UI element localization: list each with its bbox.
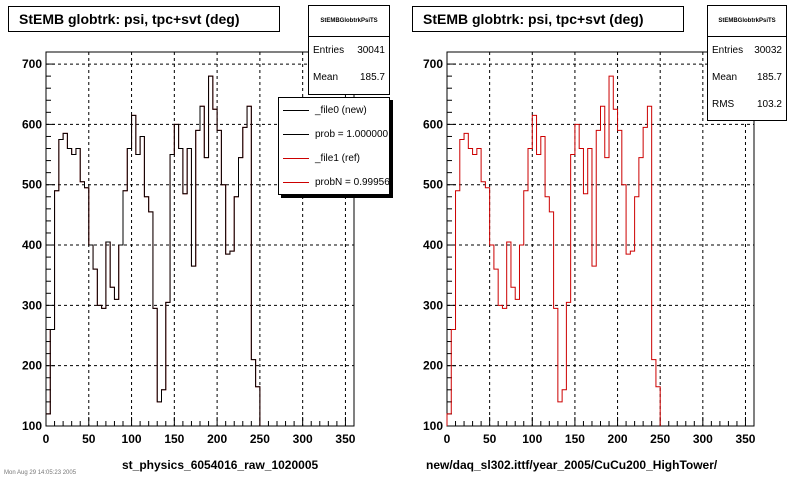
- stats-value: 185.7: [359, 72, 385, 83]
- chart-1-title: StEMB globtrk: psi, tpc+svt (deg): [8, 6, 280, 32]
- legend-label: probN = 0.999563: [315, 176, 390, 188]
- stats-value: 185.7: [756, 72, 782, 83]
- stats-row-mean: Mean 185.7: [309, 64, 389, 91]
- x-tick-label: 300: [293, 432, 313, 446]
- chart-2-xlabel: new/daq_sl302.ittf/year_2005/CuCu200_Hig…: [426, 458, 718, 472]
- y-tick-label: 200: [423, 359, 443, 373]
- x-tick-label: 200: [207, 432, 227, 446]
- stats-label: Mean: [313, 72, 339, 83]
- x-tick-label: 100: [522, 432, 542, 446]
- legend-label: prob = 1.000000: [315, 128, 389, 140]
- x-tick-label: 100: [122, 432, 142, 446]
- legend-entry: _file0 (new): [279, 98, 389, 122]
- stats-title: StEMBGlobtrkPsiTS: [309, 6, 389, 37]
- y-tick-label: 300: [22, 298, 42, 312]
- stats-label: Entries: [313, 45, 345, 56]
- x-tick-label: 150: [565, 432, 585, 446]
- y-tick-label: 400: [22, 238, 42, 252]
- series-line-1: [446, 75, 661, 426]
- y-tick-label: 600: [423, 117, 443, 131]
- chart-2-title: StEMB globtrk: psi, tpc+svt (deg): [412, 6, 684, 32]
- y-tick-label: 700: [22, 57, 42, 71]
- footer-timestamp: Mon Aug 29 14:05:23 2005: [4, 470, 77, 476]
- x-tick-label: 250: [650, 432, 670, 446]
- stats-value: 103.2: [756, 99, 782, 110]
- x-tick-label: 50: [82, 432, 96, 446]
- x-tick-label: 250: [250, 432, 270, 446]
- x-tick-label: 50: [483, 432, 497, 446]
- legend-label: _file0 (new): [315, 104, 367, 116]
- chart-1-legend: _file0 (new) prob = 1.000000 _file1 (ref…: [278, 97, 390, 195]
- x-tick-label: 200: [608, 432, 628, 446]
- y-tick-label: 200: [22, 359, 42, 373]
- chart-1-xlabel: st_physics_6054016_raw_1020005: [122, 458, 319, 472]
- y-tick-label: 100: [423, 419, 443, 433]
- chart-1-stats-box: StEMBGlobtrkPsiTS Entries 30041 Mean 185…: [308, 5, 390, 95]
- x-tick-label: 0: [43, 432, 50, 446]
- legend-swatch: [283, 109, 309, 111]
- y-tick-label: 500: [22, 178, 42, 192]
- series-line-2: [45, 75, 261, 426]
- y-tick-label: 500: [423, 178, 443, 192]
- legend-swatch: [283, 181, 309, 183]
- chart-2-stats-box: StEMBGlobtrkPsiTS Entries 30032 Mean 185…: [707, 5, 787, 121]
- legend-entry: probN = 0.999563: [279, 170, 389, 194]
- y-tick-label: 300: [423, 298, 443, 312]
- legend-entry: prob = 1.000000: [279, 122, 389, 146]
- stats-row-mean: Mean 185.7: [708, 64, 786, 91]
- x-tick-label: 0: [444, 432, 451, 446]
- y-tick-label: 400: [423, 238, 443, 252]
- legend-entry: _file1 (ref): [279, 146, 389, 170]
- y-tick-label: 100: [22, 419, 42, 433]
- legend-swatch: [283, 157, 309, 159]
- legend-swatch: [283, 133, 309, 135]
- stats-row-entries: Entries 30041: [309, 37, 389, 64]
- stats-label: Mean: [712, 72, 738, 83]
- stats-value: 30041: [357, 45, 385, 56]
- x-tick-label: 150: [164, 432, 184, 446]
- stats-row-entries: Entries 30032: [708, 37, 786, 64]
- stats-row-rms: RMS 103.2: [708, 91, 786, 118]
- legend-label: _file1 (ref): [315, 152, 361, 164]
- x-tick-label: 350: [335, 432, 355, 446]
- stats-label: RMS: [712, 99, 735, 110]
- x-tick-label: 300: [693, 432, 713, 446]
- stats-value: 30032: [754, 45, 782, 56]
- stats-title: StEMBGlobtrkPsiTS: [708, 6, 786, 37]
- y-tick-label: 700: [423, 57, 443, 71]
- chart-2: 0 50 100 150 200 250 300 350 100 200 300 400 500 600 7…: [423, 51, 756, 446]
- stats-label: Entries: [712, 45, 744, 56]
- x-tick-label: 350: [735, 432, 755, 446]
- y-tick-label: 600: [22, 117, 42, 131]
